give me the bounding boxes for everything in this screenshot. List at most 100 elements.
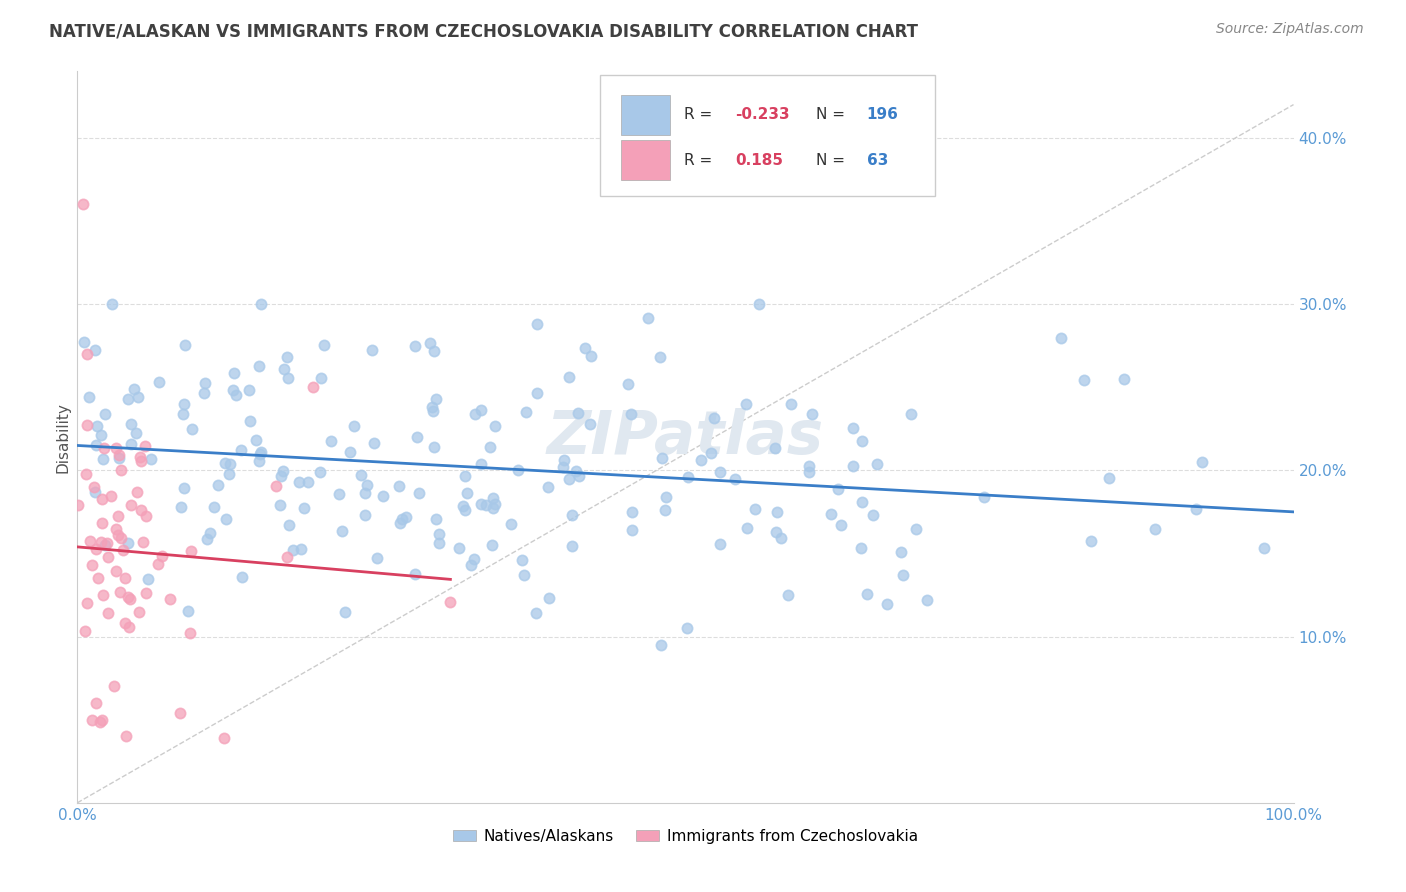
- Point: [676, 470, 699, 484]
- Point: [127, 485, 149, 500]
- Point: [91, 516, 114, 531]
- Point: [290, 542, 312, 557]
- Point: [77, 390, 100, 404]
- Point: [90, 535, 112, 549]
- Point: [104, 523, 127, 537]
- Point: [173, 481, 195, 495]
- Point: [84, 696, 107, 710]
- Point: [460, 558, 482, 573]
- Point: [524, 607, 547, 621]
- Point: [204, 500, 226, 514]
- Point: [501, 516, 523, 531]
- Point: [709, 465, 731, 479]
- Point: [842, 458, 865, 473]
- Point: [564, 464, 586, 478]
- Point: [312, 337, 335, 351]
- Point: [973, 490, 995, 504]
- Point: [117, 392, 139, 406]
- Point: [425, 392, 447, 406]
- Point: [568, 468, 591, 483]
- Point: [122, 382, 145, 396]
- Point: [231, 570, 253, 584]
- Point: [114, 571, 136, 585]
- Point: [281, 542, 304, 557]
- Point: [249, 447, 271, 461]
- Point: [481, 538, 503, 552]
- Point: [276, 350, 298, 364]
- Point: [451, 499, 474, 513]
- Point: [120, 591, 142, 606]
- Point: [481, 500, 503, 515]
- FancyBboxPatch shape: [600, 75, 935, 195]
- Point: [277, 518, 299, 533]
- Point: [422, 404, 444, 418]
- Point: [150, 549, 173, 563]
- Point: [135, 586, 157, 600]
- Point: [366, 550, 388, 565]
- Point: [292, 501, 315, 516]
- Point: [508, 463, 530, 477]
- Point: [328, 487, 350, 501]
- Point: [454, 502, 477, 516]
- Point: [621, 505, 644, 519]
- Point: [388, 479, 411, 493]
- Text: ZIPatlas: ZIPatlas: [547, 408, 824, 467]
- Point: [464, 407, 486, 421]
- Point: [194, 376, 217, 390]
- Point: [107, 509, 129, 524]
- Point: [84, 343, 107, 357]
- Point: [515, 405, 537, 419]
- Point: [842, 421, 865, 435]
- Point: [134, 439, 156, 453]
- Point: [830, 517, 852, 532]
- Point: [801, 407, 824, 421]
- Point: [851, 434, 873, 448]
- Point: [129, 502, 152, 516]
- Point: [200, 525, 222, 540]
- Point: [574, 341, 596, 355]
- Point: [104, 564, 127, 578]
- Point: [82, 558, 104, 572]
- Point: [724, 472, 747, 486]
- Point: [212, 731, 235, 746]
- Point: [135, 508, 157, 523]
- Point: [363, 436, 385, 450]
- Point: [797, 465, 820, 479]
- Point: [454, 468, 477, 483]
- Point: [1191, 455, 1213, 469]
- Point: [108, 448, 131, 462]
- Point: [218, 467, 240, 481]
- Point: [734, 397, 756, 411]
- Point: [79, 534, 101, 549]
- Point: [557, 370, 579, 384]
- Point: [447, 541, 470, 555]
- Point: [353, 485, 375, 500]
- Point: [93, 407, 115, 421]
- Point: [423, 440, 446, 454]
- Point: [249, 445, 271, 459]
- Point: [905, 522, 928, 536]
- Point: [361, 343, 384, 357]
- Point: [231, 442, 253, 457]
- Point: [1073, 372, 1095, 386]
- Point: [76, 596, 98, 610]
- Point: [101, 297, 124, 311]
- Point: [388, 516, 411, 531]
- Point: [475, 499, 498, 513]
- Point: [827, 482, 849, 496]
- Point: [173, 397, 195, 411]
- Point: [139, 451, 162, 466]
- Point: [94, 538, 117, 552]
- Point: [579, 349, 602, 363]
- Point: [356, 477, 378, 491]
- Text: -0.233: -0.233: [735, 107, 790, 122]
- Point: [526, 317, 548, 331]
- Point: [354, 508, 377, 522]
- Point: [120, 498, 142, 512]
- Point: [703, 410, 725, 425]
- Point: [180, 543, 202, 558]
- Point: [172, 407, 194, 421]
- Point: [195, 533, 218, 547]
- Text: R =: R =: [685, 153, 717, 168]
- Point: [780, 397, 803, 411]
